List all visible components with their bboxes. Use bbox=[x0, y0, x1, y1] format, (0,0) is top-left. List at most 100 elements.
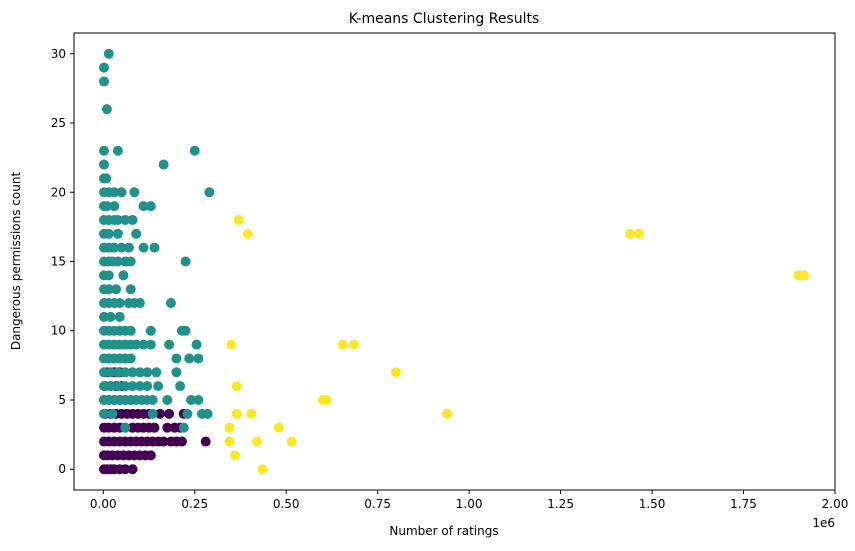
x-tick-label: 1.75 bbox=[730, 497, 757, 511]
data-point bbox=[147, 408, 158, 419]
data-point bbox=[149, 422, 160, 433]
data-point bbox=[153, 381, 164, 392]
data-point bbox=[798, 270, 809, 281]
data-point bbox=[149, 242, 160, 253]
data-point bbox=[193, 353, 204, 364]
data-point bbox=[112, 228, 123, 239]
x-tick-label: 1.25 bbox=[547, 497, 574, 511]
data-point bbox=[114, 311, 125, 322]
data-point bbox=[257, 464, 268, 475]
data-point bbox=[125, 284, 136, 295]
x-tick-label: 1.00 bbox=[456, 497, 483, 511]
data-point bbox=[105, 311, 116, 322]
data-point bbox=[142, 381, 153, 392]
data-point bbox=[125, 353, 136, 364]
data-point bbox=[112, 145, 123, 156]
data-point bbox=[120, 367, 131, 378]
data-point bbox=[99, 159, 110, 170]
cluster-1-points bbox=[99, 48, 215, 433]
data-point bbox=[145, 339, 156, 350]
data-point bbox=[204, 187, 215, 198]
data-point bbox=[224, 422, 235, 433]
data-point bbox=[103, 228, 114, 239]
data-point bbox=[189, 145, 200, 156]
data-point bbox=[131, 228, 142, 239]
data-point bbox=[120, 214, 131, 225]
data-point bbox=[138, 201, 149, 212]
data-point bbox=[116, 187, 127, 198]
data-point bbox=[286, 436, 297, 447]
data-point bbox=[175, 381, 186, 392]
data-point bbox=[134, 381, 145, 392]
data-point bbox=[120, 422, 131, 433]
data-point bbox=[229, 450, 240, 461]
data-point bbox=[109, 201, 120, 212]
data-point bbox=[109, 242, 120, 253]
x-tick-label: 0.75 bbox=[364, 497, 391, 511]
x-axis-ticks: 0.00 0.25 0.50 0.75 1.00 1.25 1.50 1.75 2.00 bbox=[90, 490, 848, 511]
data-point bbox=[184, 353, 195, 364]
data-point bbox=[99, 76, 110, 87]
data-point bbox=[171, 353, 182, 364]
y-tick-label: 0 bbox=[58, 462, 66, 476]
data-point bbox=[164, 339, 175, 350]
data-point bbox=[103, 48, 114, 59]
chart-title: K-means Clustering Results bbox=[349, 11, 540, 27]
data-point bbox=[118, 270, 129, 281]
x-axis-label: Number of ratings bbox=[389, 524, 498, 538]
data-point bbox=[176, 436, 187, 447]
y-tick-label: 25 bbox=[51, 116, 66, 130]
x-tick-label: 2.00 bbox=[822, 497, 849, 511]
data-point bbox=[145, 450, 156, 461]
data-point bbox=[226, 339, 237, 350]
points-layer bbox=[99, 48, 809, 475]
data-point bbox=[202, 408, 213, 419]
data-point bbox=[193, 394, 204, 405]
data-point bbox=[273, 422, 284, 433]
data-point bbox=[138, 339, 149, 350]
data-point bbox=[120, 381, 131, 392]
data-point bbox=[127, 381, 138, 392]
data-point bbox=[112, 214, 123, 225]
data-point bbox=[105, 381, 116, 392]
data-point bbox=[390, 367, 401, 378]
data-point bbox=[120, 464, 131, 475]
data-point bbox=[186, 394, 197, 405]
data-point bbox=[138, 242, 149, 253]
data-point bbox=[224, 436, 235, 447]
data-point bbox=[233, 214, 244, 225]
data-point bbox=[109, 187, 120, 198]
data-point bbox=[182, 408, 193, 419]
data-point bbox=[131, 339, 142, 350]
data-point bbox=[162, 422, 173, 433]
data-point bbox=[127, 367, 138, 378]
data-point bbox=[321, 394, 332, 405]
data-point bbox=[634, 228, 645, 239]
data-point bbox=[112, 256, 123, 267]
data-point bbox=[145, 325, 156, 336]
y-tick-label: 10 bbox=[51, 324, 66, 338]
data-point bbox=[625, 228, 636, 239]
x-tick-label: 0.50 bbox=[273, 497, 300, 511]
data-point bbox=[191, 339, 202, 350]
data-point bbox=[442, 408, 453, 419]
data-point bbox=[145, 201, 156, 212]
data-point bbox=[180, 256, 191, 267]
data-point bbox=[178, 422, 189, 433]
data-point bbox=[127, 464, 138, 475]
x-tick-label: 0.00 bbox=[90, 497, 117, 511]
data-point bbox=[151, 367, 162, 378]
data-point bbox=[123, 242, 134, 253]
data-point bbox=[231, 381, 242, 392]
data-point bbox=[134, 367, 145, 378]
data-point bbox=[116, 242, 127, 253]
y-tick-label: 30 bbox=[51, 47, 66, 61]
data-point bbox=[134, 298, 145, 309]
data-point bbox=[164, 408, 175, 419]
data-point bbox=[127, 214, 138, 225]
data-point bbox=[162, 394, 173, 405]
y-axis-label: Dangerous permissions count bbox=[9, 172, 23, 351]
data-point bbox=[99, 408, 110, 419]
data-point bbox=[180, 325, 191, 336]
